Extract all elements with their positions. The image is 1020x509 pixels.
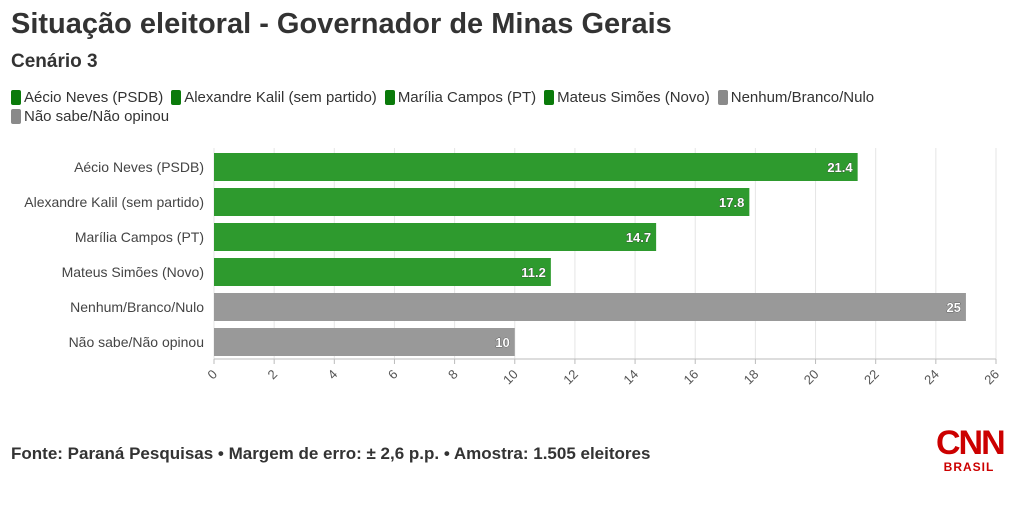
legend-item: Alexandre Kalil (sem partido) [171,88,377,106]
x-tick-label: 24 [921,367,942,388]
legend-swatch [384,89,395,105]
cnn-brasil-logo: CNN BRASIL [936,424,1006,476]
x-tick-label: 20 [801,367,822,388]
bar [214,328,515,356]
x-tick-label: 14 [620,367,641,388]
x-tick-label: 10 [500,367,521,388]
legend-swatch [11,89,21,105]
bar-value-label: 21.4 [827,160,853,175]
x-tick-label: 0 [204,367,220,383]
bar [214,293,966,321]
bar-value-label: 25 [946,300,960,315]
bar [214,188,750,216]
bar-value-label: 10 [495,335,509,350]
legend-item: Não sabe/Não opinou [11,107,170,125]
bar-value-label: 17.8 [719,195,744,210]
category-label: Alexandre Kalil (sem partido) [24,194,204,210]
x-tick-label: 26 [981,367,1002,388]
bar [214,258,551,286]
category-label: Não sabe/Não opinou [69,334,204,350]
x-tick-label: 4 [325,367,341,383]
x-tick-label: 22 [861,367,882,388]
legend: Aécio Neves (PSDB) Alexandre Kalil (sem p… [11,88,911,125]
category-label: Mateus Simões (Novo) [62,264,204,280]
chart-title: Situação eleitoral - Governador de Minas… [11,8,672,40]
legend-label: Não sabe/Não opinou [24,107,170,125]
bar-value-label: 11.2 [521,265,546,280]
x-tick-label: 6 [385,367,401,383]
legend-label: Mateus Simões (Novo) [557,88,710,106]
bar [214,223,657,251]
legend-swatch [171,89,182,105]
x-tick-label: 16 [681,367,702,388]
legend-label: Marília Campos (PT) [397,88,537,106]
logo-name: CNN [936,424,1006,462]
legend-label: Alexandre Kalil (sem partido) [184,88,377,106]
bar-value-label: 14.7 [626,230,651,245]
x-tick-label: 12 [560,367,581,388]
legend-swatch [11,108,21,124]
legend-item: Aécio Neves (PSDB) [11,88,164,106]
legend-label: Aécio Neves (PSDB) [24,88,164,106]
legend-swatch [717,89,728,105]
logo-sub: BRASIL [943,460,995,474]
legend-item: Nenhum/Branco/Nulo [717,88,875,106]
chart-subtitle: Cenário 3 [11,51,98,72]
category-label: Aécio Neves (PSDB) [74,159,204,175]
category-label: Marília Campos (PT) [75,229,204,245]
category-label: Nenhum/Branco/Nulo [70,299,204,315]
x-tick-label: 2 [265,367,281,383]
legend-label: Nenhum/Branco/Nulo [730,88,875,106]
legend-item: Marília Campos (PT) [384,88,537,106]
x-tick-label: 18 [741,367,762,388]
x-tick-label: 8 [445,367,461,383]
legend-swatch [544,89,555,105]
bar [214,153,858,181]
bar-chart: 21.4 Aécio Neves (PSDB) 17.8 Alexandre Kali… [24,148,1002,388]
source-footer: Fonte: Paraná Pesquisas • Margem de erro… [11,444,651,463]
legend-item: Mateus Simões (Novo) [544,88,710,106]
